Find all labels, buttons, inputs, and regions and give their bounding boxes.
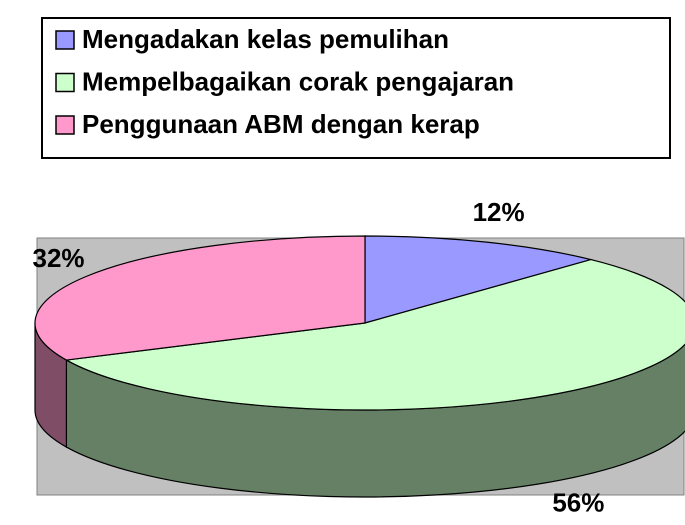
legend-swatch xyxy=(55,115,75,135)
legend-label: Penggunaan ABM dengan kerap xyxy=(82,109,480,139)
legend xyxy=(41,17,671,159)
data-label: 56% xyxy=(552,488,604,518)
data-label: 12% xyxy=(473,197,525,227)
legend-label: Mengadakan kelas pemulihan xyxy=(82,24,449,54)
legend-swatch xyxy=(55,30,75,50)
legend-label: Mempelbagaikan corak pengajaran xyxy=(82,66,514,96)
slice xyxy=(364,235,594,324)
data-label: 32% xyxy=(32,243,84,273)
legend-swatch xyxy=(55,72,75,93)
slice xyxy=(34,235,366,361)
slice xyxy=(64,258,685,411)
